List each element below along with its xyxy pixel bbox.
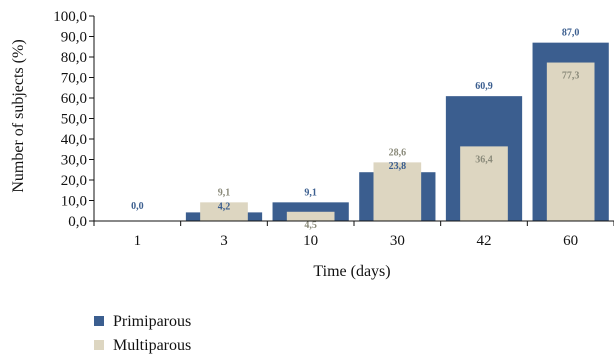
value-label-primiparous: 9,1 — [304, 187, 317, 198]
y-tick-label: 10,0 — [61, 194, 87, 210]
value-label-primiparous: 60,9 — [475, 81, 493, 92]
x-category-label: 42 — [477, 233, 492, 249]
x-category-label: 1 — [134, 233, 142, 249]
x-ticks: 1 3 10 30 42 60 — [93, 221, 614, 249]
value-label-primiparous: 23,8 — [389, 161, 407, 172]
y-tick-label: 40,0 — [61, 132, 87, 148]
bar-multiparous — [546, 62, 595, 221]
y-tick-label: 20,0 — [61, 173, 87, 189]
value-label-primiparous: 4,2 — [218, 201, 231, 212]
value-label-multiparous: 28,6 — [389, 147, 407, 158]
legend-label-primiparous: Primiparous — [113, 313, 191, 330]
y-tick-label: 100,0 — [53, 9, 87, 25]
legend-swatch-multiparous — [94, 340, 104, 350]
y-tick-label: 50,0 — [61, 112, 87, 128]
bar-multiparous — [373, 162, 422, 221]
value-label-primiparous: 87,0 — [562, 28, 580, 39]
y-tick-label: 60,0 — [61, 91, 87, 107]
y-tick-label: 30,0 — [61, 153, 87, 169]
multiparous-bars — [200, 62, 595, 221]
y-ticks: 0,0 10,0 20,0 30,0 40,0 50,0 60,0 70,0 80,0 90,0 1… — [53, 9, 94, 230]
x-category-label: 3 — [220, 233, 228, 249]
value-label-multiparous: 4,5 — [304, 220, 317, 231]
value-label-primiparous: 0,0 — [131, 201, 144, 212]
y-tick-label: 80,0 — [61, 50, 87, 66]
y-tick-label: 70,0 — [61, 71, 87, 87]
y-axis-title: Number of subjects (%) — [10, 39, 27, 192]
value-label-multiparous: 36,4 — [475, 154, 493, 165]
value-labels: 0,0 4,2 9,1 9,1 4,5 23,8 28,6 60,9 36,4 87,0 77,3 — [131, 28, 579, 231]
x-axis-title: Time (days) — [313, 263, 390, 280]
bar-multiparous — [200, 202, 248, 221]
legend-swatch-primiparous — [94, 316, 104, 326]
value-label-multiparous: 9,1 — [218, 187, 231, 198]
bar-multiparous — [286, 211, 335, 221]
x-category-label: 60 — [563, 233, 578, 249]
legend: Primiparous Multiparous — [94, 313, 191, 354]
bar-multiparous — [460, 146, 508, 221]
x-category-label: 10 — [303, 233, 318, 249]
x-category-label: 30 — [390, 233, 405, 249]
value-label-multiparous: 77,3 — [562, 71, 580, 82]
legend-label-multiparous: Multiparous — [113, 337, 191, 354]
y-tick-label: 90,0 — [61, 30, 87, 46]
y-tick-label: 0,0 — [68, 214, 87, 230]
